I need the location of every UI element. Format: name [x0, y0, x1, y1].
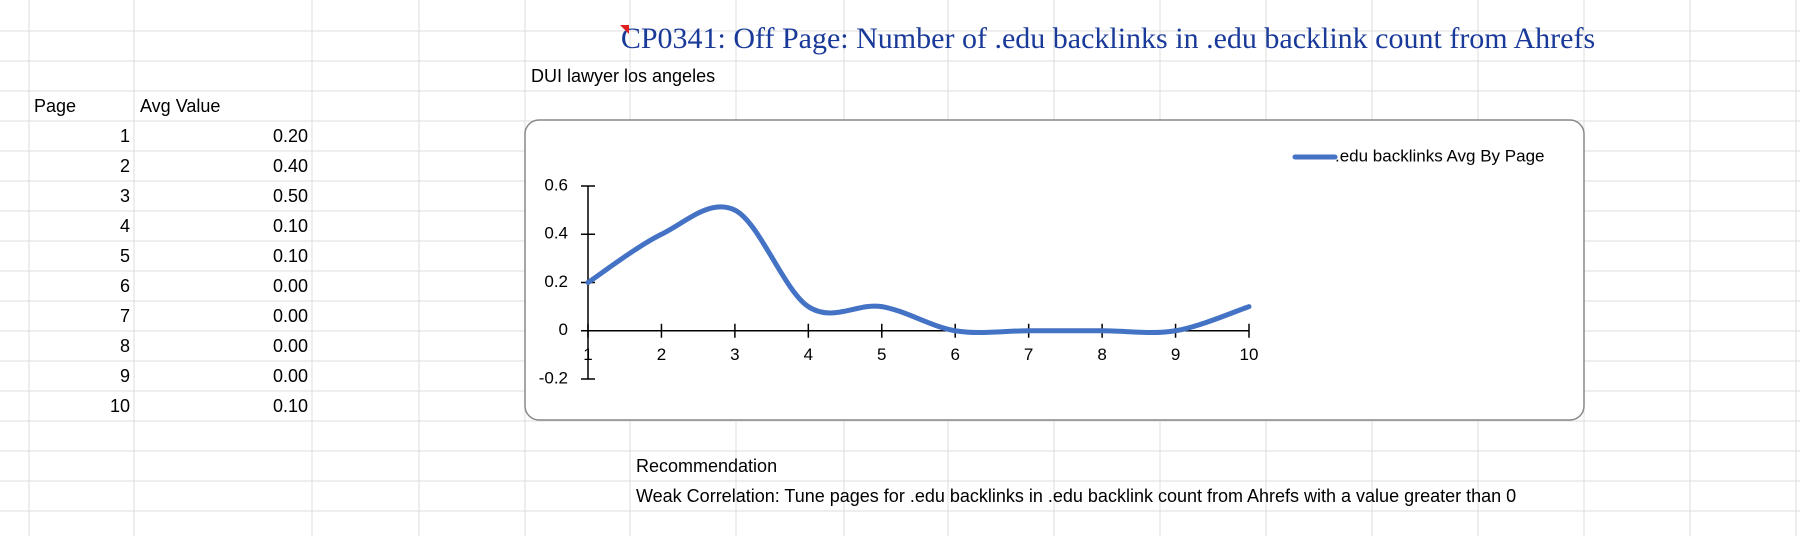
- x-tick-label: 4: [804, 345, 813, 364]
- y-tick-label: 0.6: [544, 175, 568, 194]
- y-tick-label: 0.2: [544, 272, 568, 291]
- recommendation-label: Recommendation: [636, 456, 777, 476]
- chart-frame: [524, 119, 1585, 421]
- value-cell: 0.10: [273, 396, 308, 416]
- value-cell: 0.20: [273, 126, 308, 146]
- page-cell: 10: [110, 396, 130, 416]
- series-line: [585, 204, 1252, 336]
- x-tick-label: 5: [877, 345, 886, 364]
- x-tick-label: 8: [1097, 345, 1106, 364]
- page-cell: 4: [120, 216, 130, 236]
- chart-title: CP0341: Off Page: Number of .edu backlin…: [621, 22, 1595, 55]
- value-cell: 0.00: [273, 336, 308, 356]
- value-cell: 0.10: [273, 216, 308, 236]
- page-cell: 8: [120, 336, 130, 356]
- comment-marker: [620, 25, 629, 34]
- table-header: Avg Value: [140, 96, 220, 116]
- page-cell: 1: [120, 126, 130, 146]
- page-cell: 2: [120, 156, 130, 176]
- y-tick-label: -0.2: [539, 368, 568, 387]
- x-tick-label: 9: [1171, 345, 1180, 364]
- x-tick-label: 3: [730, 345, 739, 364]
- table-header: Page: [34, 96, 76, 116]
- y-tick-label: 0.4: [544, 224, 568, 243]
- page-cell: 3: [120, 186, 130, 206]
- recommendation-text: Weak Correlation: Tune pages for .edu ba…: [636, 486, 1516, 506]
- x-tick-label: 2: [657, 345, 666, 364]
- x-tick-label: 1: [583, 345, 592, 364]
- page-cell: 5: [120, 246, 130, 266]
- value-cell: 0.00: [273, 306, 308, 326]
- page-cell: 6: [120, 276, 130, 296]
- value-cell: 0.10: [273, 246, 308, 266]
- legend-label: .edu backlinks Avg By Page: [1335, 146, 1545, 165]
- value-cell: 0.00: [273, 366, 308, 386]
- page-cell: 9: [120, 366, 130, 386]
- value-cell: 0.00: [273, 276, 308, 296]
- subtitle: DUI lawyer los angeles: [531, 66, 715, 86]
- x-tick-label: 10: [1240, 345, 1259, 364]
- x-tick-label: 7: [1024, 345, 1033, 364]
- page-cell: 7: [120, 306, 130, 326]
- value-cell: 0.40: [273, 156, 308, 176]
- y-tick-label: 0: [559, 320, 568, 339]
- value-cell: 0.50: [273, 186, 308, 206]
- x-tick-label: 6: [950, 345, 959, 364]
